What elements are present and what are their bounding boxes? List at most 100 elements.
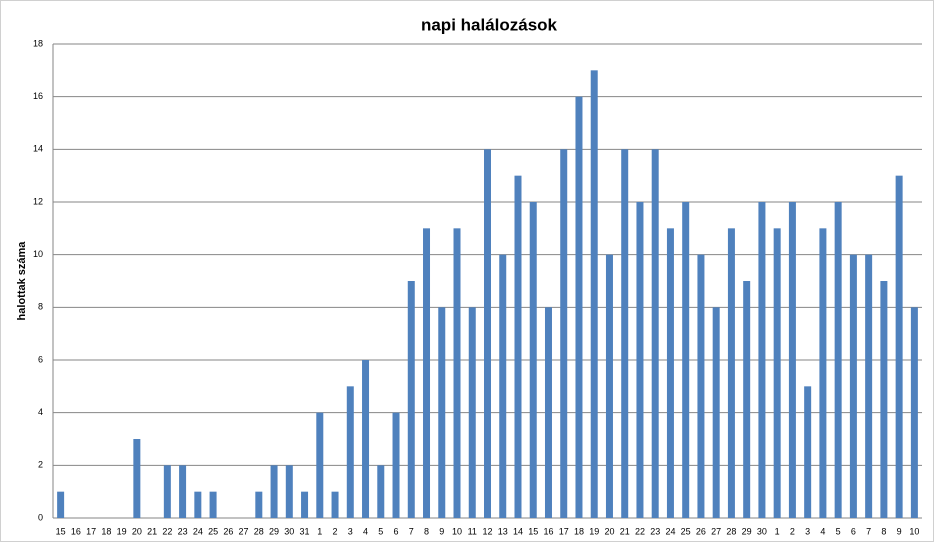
x-tick-label: 19 (117, 526, 127, 536)
bar (57, 491, 65, 518)
y-tick-label: 16 (33, 91, 43, 101)
x-tick-label: 10 (909, 526, 919, 536)
x-tick-label: 29 (742, 526, 752, 536)
x-tick-label: 17 (86, 526, 96, 536)
bar (270, 465, 278, 518)
bar (468, 307, 476, 518)
bar (407, 281, 415, 518)
chart-title: napi halálozások (421, 15, 558, 34)
x-tick-label: 8 (424, 526, 429, 536)
x-tick-label: 11 (468, 526, 477, 536)
bar (392, 412, 400, 518)
x-tick-label: 6 (394, 526, 399, 536)
x-tick-label: 27 (711, 526, 721, 536)
bar (346, 386, 354, 518)
x-tick-label: 30 (284, 526, 294, 536)
x-tick-label: 21 (620, 526, 630, 536)
bar (179, 465, 187, 518)
bar (666, 228, 674, 519)
x-tick-label: 12 (482, 526, 492, 536)
bar (499, 254, 507, 518)
x-tick-label: 22 (635, 526, 645, 536)
x-tick-label: 26 (223, 526, 233, 536)
x-tick-label: 4 (820, 526, 825, 536)
y-tick-label: 6 (38, 354, 43, 364)
x-tick-label: 20 (132, 526, 142, 536)
x-tick-label: 9 (897, 526, 902, 536)
x-tick-label: 23 (650, 526, 660, 536)
bar (362, 360, 370, 518)
y-tick-label: 4 (38, 407, 43, 417)
y-tick-label: 14 (33, 144, 43, 154)
bar (575, 96, 583, 519)
x-tick-label: 15 (528, 526, 538, 536)
x-tick-label: 24 (193, 526, 203, 536)
y-tick-label: 8 (38, 302, 43, 312)
y-tick-label: 2 (38, 460, 43, 470)
bar (697, 254, 705, 518)
x-tick-label: 7 (409, 526, 414, 536)
y-tick-label: 18 (33, 38, 43, 48)
bar (133, 439, 141, 518)
x-tick-label: 18 (574, 526, 584, 536)
x-tick-label: 27 (239, 526, 249, 536)
bar (484, 149, 491, 519)
bar (560, 149, 568, 519)
x-tick-label: 25 (681, 526, 691, 536)
x-tick-label: 26 (696, 526, 706, 536)
x-tick-label: 29 (269, 526, 279, 536)
bar (743, 281, 751, 518)
bar (636, 202, 644, 518)
bar (331, 491, 339, 518)
x-tick-label: 8 (881, 526, 886, 536)
x-tick-label: 30 (757, 526, 767, 536)
bar (758, 202, 766, 518)
bar (514, 175, 522, 518)
bar (438, 307, 446, 518)
x-tick-label: 14 (513, 526, 523, 536)
bar (590, 70, 598, 518)
bar (865, 254, 873, 518)
x-tick-label: 20 (604, 526, 614, 536)
bar (209, 491, 217, 518)
bar (651, 149, 659, 519)
x-tick-label: 18 (101, 526, 111, 536)
bar (910, 307, 918, 518)
x-tick-label: 10 (452, 526, 462, 536)
x-tick-label: 3 (805, 526, 810, 536)
bar (605, 254, 613, 518)
x-tick-label: 9 (439, 526, 444, 536)
x-tick-label: 17 (559, 526, 569, 536)
bar (682, 202, 690, 518)
bar (804, 386, 812, 518)
x-tick-label: 6 (851, 526, 856, 536)
x-tick-label: 24 (665, 526, 675, 536)
x-tick-label: 16 (543, 526, 553, 536)
y-axis-label: halottak száma (16, 241, 28, 321)
x-tick-label: 1 (775, 526, 780, 536)
x-tick-label: 22 (162, 526, 172, 536)
bar (819, 228, 827, 519)
x-tick-label: 19 (589, 526, 599, 536)
bar (621, 149, 629, 519)
x-tick-label: 7 (866, 526, 871, 536)
y-tick-label: 10 (33, 249, 43, 259)
x-tick-label: 23 (178, 526, 188, 536)
bar (423, 228, 431, 519)
bar (712, 307, 720, 518)
bar (544, 307, 552, 518)
x-tick-label: 25 (208, 526, 218, 536)
bar (727, 228, 735, 519)
x-tick-label: 31 (300, 526, 310, 536)
bar (895, 175, 903, 518)
bar (163, 465, 171, 518)
x-tick-label: 4 (363, 526, 368, 536)
x-tick-label: 15 (56, 526, 66, 536)
x-tick-label: 28 (254, 526, 264, 536)
x-tick-label: 21 (147, 526, 157, 536)
bar (255, 491, 263, 518)
y-tick-label: 12 (33, 196, 43, 206)
bar (773, 228, 781, 519)
